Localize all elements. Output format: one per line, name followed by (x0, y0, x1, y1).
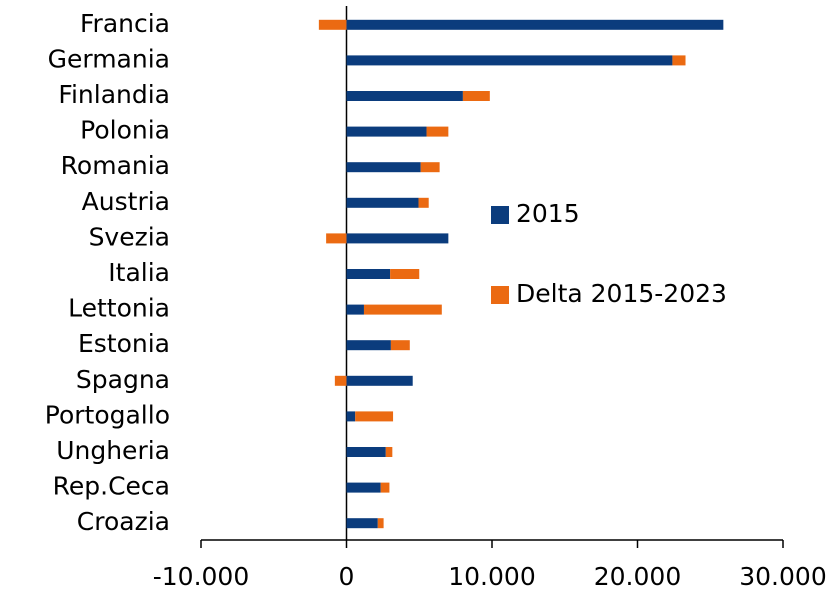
bar (346, 162, 421, 173)
x-tick-label: 30.000 (739, 562, 826, 590)
bar (346, 447, 386, 457)
y-tick-label: Italia (108, 258, 170, 287)
y-tick-label: Portogallo (45, 400, 170, 429)
bar (346, 518, 378, 529)
legend-label: 2015 (516, 199, 580, 228)
bar (390, 340, 410, 351)
bar (385, 447, 393, 457)
bar (326, 233, 347, 244)
bar (346, 91, 463, 101)
bar (346, 411, 356, 422)
bar (346, 482, 381, 493)
bar (363, 304, 442, 315)
bar (420, 162, 440, 173)
x-tick-label: 0 (339, 562, 355, 590)
y-tick-label: Germania (48, 44, 170, 73)
bar (346, 304, 364, 315)
y-tick-label: Austria (82, 187, 170, 216)
bar (318, 19, 347, 30)
bar (418, 197, 429, 208)
y-tick-label: Ungheria (56, 436, 170, 465)
bar (346, 126, 427, 137)
bar (346, 269, 391, 279)
y-tick-label: Spagna (76, 365, 170, 394)
bar (346, 197, 419, 208)
legend-label: Delta 2015-2023 (516, 279, 727, 308)
y-tick-label: Finlandia (58, 80, 170, 109)
legend-swatch (491, 286, 509, 304)
bar (672, 55, 686, 66)
x-tick-label: 20.000 (594, 562, 681, 590)
bar (355, 411, 394, 422)
bar (346, 233, 449, 244)
bar (346, 340, 391, 351)
y-tick-label: Romania (61, 151, 170, 180)
bar (390, 269, 420, 279)
bar (380, 482, 390, 493)
y-tick-label: Svezia (89, 222, 170, 251)
bar (334, 375, 347, 386)
y-tick-label: Croazia (77, 507, 170, 536)
bar (462, 91, 490, 101)
x-tick-label: -10.000 (153, 562, 250, 590)
legend-swatch (491, 206, 509, 224)
y-tick-label: Rep.Ceca (53, 472, 170, 501)
bar (377, 518, 384, 529)
bar (346, 375, 413, 386)
y-tick-label: Francia (80, 9, 170, 38)
y-tick-label: Estonia (78, 329, 170, 358)
bar (346, 55, 673, 66)
bar (426, 126, 449, 137)
x-tick-label: 10.000 (448, 562, 535, 590)
y-tick-label: Lettonia (68, 294, 170, 323)
bar (346, 19, 724, 30)
y-tick-label: Polonia (80, 116, 170, 145)
